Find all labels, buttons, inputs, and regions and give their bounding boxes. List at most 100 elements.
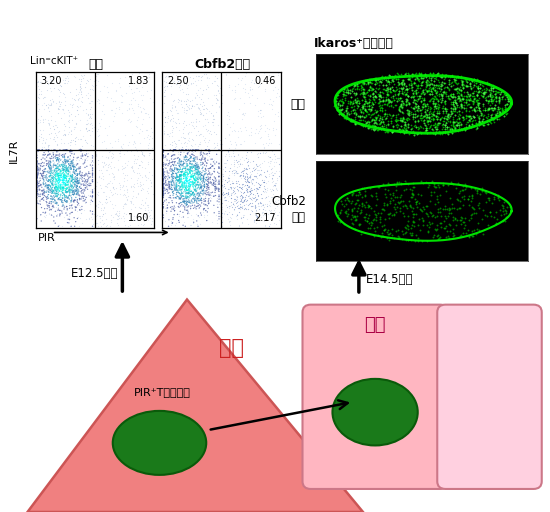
Point — [459, 94, 468, 102]
Point — [441, 103, 449, 112]
Point — [47, 211, 56, 219]
Point — [172, 105, 180, 114]
Point — [203, 170, 212, 179]
Point — [431, 88, 440, 96]
Point — [77, 145, 86, 154]
Point — [44, 159, 53, 167]
Point — [178, 168, 186, 176]
Point — [423, 111, 432, 119]
Point — [404, 225, 412, 233]
Point — [48, 98, 57, 106]
Point — [34, 168, 42, 177]
Point — [182, 168, 190, 176]
Point — [347, 87, 356, 95]
Point — [204, 196, 213, 204]
Point — [377, 209, 386, 217]
Point — [359, 92, 368, 100]
Point — [186, 171, 195, 179]
Point — [97, 158, 106, 166]
Point — [172, 183, 181, 191]
Point — [62, 192, 71, 200]
Point — [182, 177, 190, 185]
Point — [450, 118, 459, 126]
Point — [32, 78, 41, 86]
Point — [225, 185, 234, 193]
Point — [173, 188, 182, 197]
Point — [425, 83, 434, 91]
Point — [47, 198, 56, 206]
Point — [171, 158, 180, 166]
Point — [468, 120, 476, 129]
Point — [398, 104, 407, 112]
Point — [43, 202, 52, 210]
Point — [78, 205, 86, 214]
Point — [174, 203, 183, 211]
Point — [32, 157, 41, 165]
Point — [454, 124, 463, 133]
Point — [351, 111, 360, 119]
Point — [373, 107, 382, 115]
Point — [48, 203, 57, 211]
Point — [60, 170, 69, 178]
Point — [444, 78, 453, 87]
Point — [444, 86, 453, 94]
Point — [118, 212, 127, 220]
Point — [481, 88, 490, 96]
Point — [419, 113, 428, 121]
Point — [78, 72, 86, 80]
Point — [45, 173, 54, 181]
Point — [43, 152, 52, 160]
Point — [167, 167, 175, 176]
Point — [447, 92, 455, 100]
Point — [165, 178, 174, 186]
Point — [82, 170, 91, 178]
Point — [362, 217, 371, 225]
Point — [422, 116, 431, 124]
Point — [161, 118, 169, 126]
Point — [68, 204, 76, 212]
Point — [374, 111, 383, 119]
Point — [219, 190, 228, 199]
Point — [180, 181, 189, 189]
Point — [503, 97, 512, 105]
Point — [184, 148, 192, 157]
Point — [62, 161, 70, 169]
Point — [461, 123, 470, 131]
Point — [130, 88, 139, 96]
Point — [468, 194, 477, 202]
Point — [214, 209, 223, 218]
Point — [227, 183, 236, 191]
Point — [339, 92, 348, 100]
Point — [58, 162, 67, 170]
Point — [55, 152, 64, 160]
Point — [353, 102, 362, 111]
Point — [240, 188, 249, 196]
Point — [111, 97, 119, 105]
Point — [91, 212, 100, 220]
Point — [144, 143, 152, 152]
Point — [369, 96, 378, 104]
Point — [227, 127, 236, 135]
Point — [51, 162, 60, 170]
Point — [239, 189, 248, 197]
Point — [161, 177, 170, 185]
Point — [174, 83, 183, 91]
Point — [371, 116, 380, 124]
Point — [342, 104, 351, 112]
Point — [32, 151, 41, 159]
Point — [246, 78, 255, 86]
Point — [32, 160, 41, 168]
Point — [32, 183, 41, 191]
Point — [456, 100, 465, 108]
Point — [194, 163, 203, 171]
Point — [243, 161, 252, 169]
Point — [169, 177, 178, 185]
Point — [52, 148, 61, 156]
Point — [51, 186, 60, 195]
Point — [63, 173, 72, 181]
Point — [177, 191, 185, 200]
Point — [91, 81, 100, 89]
Point — [377, 93, 386, 101]
Point — [51, 189, 59, 198]
Point — [195, 197, 204, 205]
